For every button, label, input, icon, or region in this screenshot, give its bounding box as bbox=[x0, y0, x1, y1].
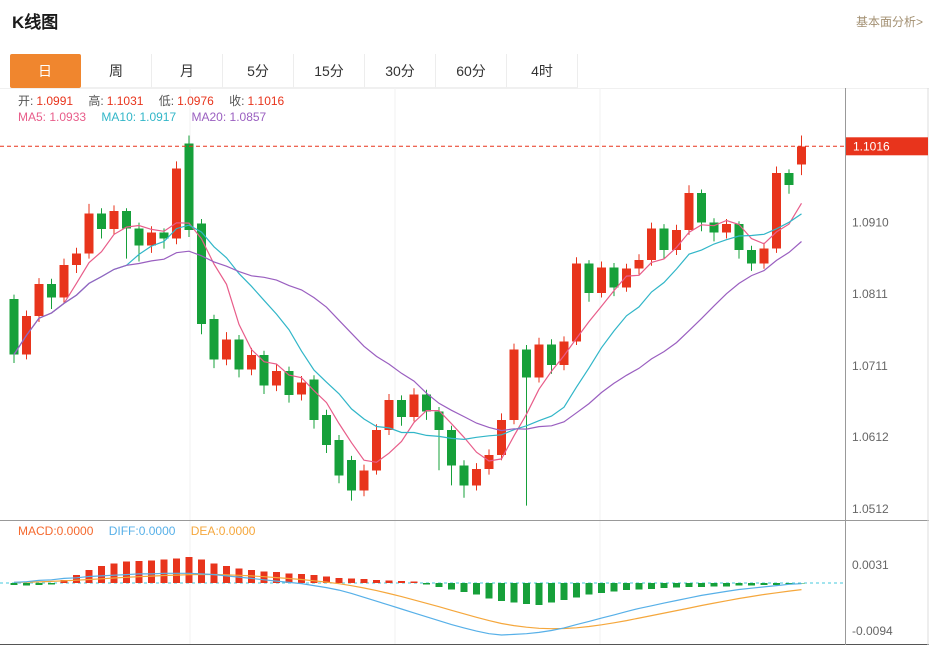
tab-monthly[interactable]: 月 bbox=[152, 54, 223, 88]
ma10-legend: MA10: 1.0917 bbox=[101, 110, 177, 124]
diff-value: DIFF:0.0000 bbox=[108, 524, 176, 538]
macd-value: MACD:0.0000 bbox=[18, 524, 94, 538]
ohlc-open: 开: 1.0991 bbox=[18, 94, 74, 108]
y-axis-label: 1.0711 bbox=[852, 359, 888, 373]
ohlc-legend: 开: 1.0991 高: 1.1031 低: 1.0976 收: 1.1016 bbox=[18, 92, 296, 109]
ma-legend: MA5: 1.0933 MA10: 1.0917 MA20: 1.0857 bbox=[18, 110, 278, 124]
tab-30min[interactable]: 30分 bbox=[365, 54, 436, 88]
candles-layer bbox=[9, 135, 806, 506]
tabs-divider bbox=[0, 88, 929, 89]
macd-legend: MACD:0.0000 DIFF:0.0000 DEA:0.0000 bbox=[18, 524, 267, 538]
chart-svg: 1.0910 1.0811 1.0711 1.0612 1.0512 1.1016 0.00… bbox=[0, 88, 929, 645]
ma20-legend: MA20: 1.0857 bbox=[191, 110, 267, 124]
chart-frame bbox=[0, 88, 929, 645]
tab-60min[interactable]: 60分 bbox=[436, 54, 507, 88]
tab-5min[interactable]: 5分 bbox=[223, 54, 294, 88]
ma10-line bbox=[13, 213, 802, 441]
diff-line bbox=[13, 572, 802, 636]
dea-line bbox=[13, 573, 802, 630]
kline-chart-canvas[interactable]: 1.0910 1.0811 1.0711 1.0612 1.0512 1.1016 0.00… bbox=[0, 88, 929, 650]
ma20-line bbox=[13, 241, 802, 432]
y-axis-label: 1.0910 bbox=[852, 216, 889, 230]
y-axis-label: 1.0512 bbox=[852, 502, 889, 516]
y-axis-label: 1.0612 bbox=[852, 430, 889, 444]
macd-axis-label: -0.0094 bbox=[852, 624, 893, 638]
current-price-tag: 1.1016 bbox=[846, 137, 928, 156]
ohlc-high: 高: 1.1031 bbox=[88, 94, 144, 108]
ohlc-close: 收: 1.1016 bbox=[229, 94, 285, 108]
ohlc-low: 低: 1.0976 bbox=[158, 94, 214, 108]
ma5-legend: MA5: 1.0933 bbox=[18, 110, 87, 124]
timeframe-tabs: 日 周 月 5分 15分 30分 60分 4时 bbox=[10, 54, 578, 88]
dea-value: DEA:0.0000 bbox=[190, 524, 256, 538]
ma5-line bbox=[13, 202, 803, 463]
macd-axis-label: 0.0031 bbox=[852, 558, 889, 572]
tab-daily[interactable]: 日 bbox=[10, 54, 81, 88]
fundamental-analysis-link[interactable]: 基本面分析> bbox=[855, 15, 923, 29]
tab-weekly[interactable]: 周 bbox=[81, 54, 152, 88]
tab-4hour[interactable]: 4时 bbox=[507, 54, 578, 88]
svg-text:1.1016: 1.1016 bbox=[853, 139, 890, 153]
y-axis-label: 1.0811 bbox=[852, 287, 888, 301]
tab-15min[interactable]: 15分 bbox=[294, 54, 365, 88]
page-title: K线图 bbox=[12, 13, 59, 32]
